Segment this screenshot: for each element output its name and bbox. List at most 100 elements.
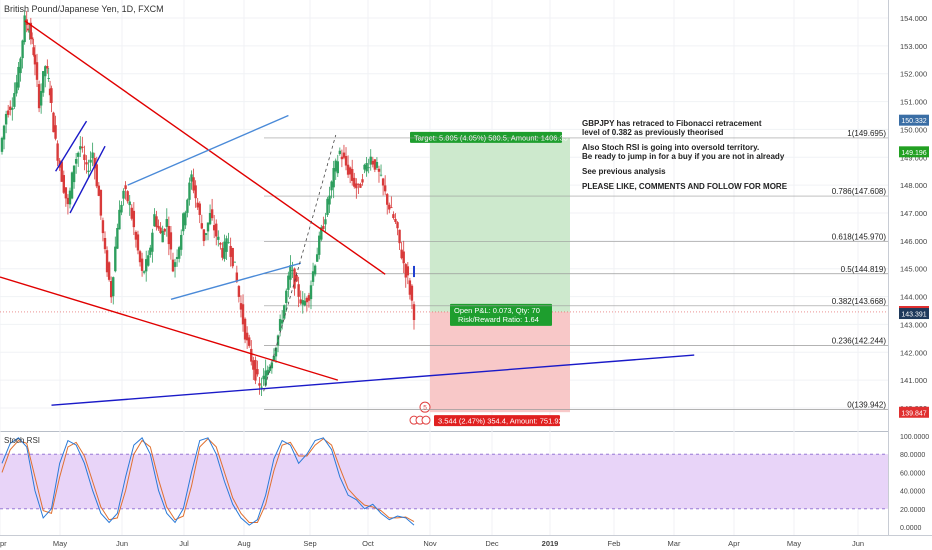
candle-body	[278, 319, 282, 331]
candle-body	[367, 167, 370, 169]
candle-body	[64, 187, 68, 199]
candle-body	[227, 242, 230, 244]
candle-body	[118, 209, 121, 230]
candle-body	[383, 185, 387, 192]
candle-body	[390, 207, 393, 209]
candle-body	[177, 247, 181, 259]
candle-body	[74, 158, 78, 164]
candle-body	[79, 146, 82, 150]
annotation-line: GBPJPY has retraced to Fibonacci retrace…	[582, 119, 762, 128]
price-tick-label: 143.000	[900, 320, 927, 329]
candle-body	[338, 150, 342, 155]
price-badge-label: 139.847	[901, 410, 926, 417]
candle-body	[9, 106, 12, 111]
time-tick-label: Jun	[852, 539, 864, 548]
candle-body	[198, 203, 201, 215]
candle-body	[134, 231, 138, 240]
time-tick-label: Mar	[668, 539, 681, 548]
candle-body	[23, 15, 26, 43]
time-tick-label: Feb	[608, 539, 621, 548]
candle-body	[56, 143, 59, 161]
annotation-line: Also Stoch RSI is going into oversold te…	[582, 143, 759, 152]
candle-body	[408, 280, 412, 295]
risk-reward-label: Risk/Reward Ratio: 1.64	[458, 315, 539, 324]
candle-body	[85, 162, 88, 165]
candle-body	[268, 366, 271, 371]
time-tick-label: Oct	[362, 539, 375, 548]
candle-body	[303, 300, 307, 306]
candle-body	[344, 156, 348, 166]
fib-level-label: 0.618(145.970)	[832, 233, 887, 242]
long-position-tool[interactable]: Target: 5.805 (4.05%) 580.5, Amount: 140…	[0, 131, 888, 427]
time-tick-label: Sep	[303, 539, 316, 548]
candle-body	[66, 197, 70, 205]
candle-body	[72, 165, 76, 183]
loss-zone	[430, 311, 570, 413]
candle-body	[91, 152, 94, 159]
stop-badge-label: 5	[423, 405, 427, 412]
stoch-k-line	[1, 437, 415, 526]
candle-body	[332, 168, 335, 188]
candle-body	[46, 65, 49, 69]
fib-level-label: 0.236(142.244)	[832, 336, 887, 345]
candle-body	[202, 229, 206, 242]
oscillator-band	[0, 454, 888, 509]
candle-body	[167, 225, 171, 245]
candle-body	[324, 219, 327, 225]
candle-body	[151, 232, 154, 252]
trendline[interactable]	[127, 114, 289, 186]
trendline[interactable]	[51, 354, 695, 406]
candle-body	[406, 266, 410, 276]
candle-body	[311, 271, 315, 282]
time-tick-label: Jun	[116, 539, 128, 548]
candle-body	[26, 28, 30, 31]
candle-body	[184, 212, 187, 226]
candle-body	[351, 169, 354, 181]
candle-body	[225, 238, 228, 252]
candle-body	[369, 156, 372, 165]
price-tick-label: 141.000	[900, 376, 927, 385]
candle-body	[315, 254, 319, 262]
trendline[interactable]	[55, 120, 88, 172]
candle-body	[35, 62, 39, 80]
candle-body	[28, 30, 31, 33]
candle-body	[254, 359, 257, 381]
candle-body	[365, 163, 368, 172]
trendline[interactable]	[0, 276, 339, 381]
candle-body	[116, 227, 119, 249]
candle-body	[295, 275, 298, 282]
candle-body	[165, 218, 168, 227]
candle-body	[52, 112, 55, 133]
candle-body	[291, 269, 294, 271]
trendline[interactable]	[69, 145, 106, 214]
candle-body	[149, 247, 152, 255]
osc-tick-label: 20.0000	[900, 507, 925, 514]
candle-body	[342, 152, 346, 158]
candle-body	[44, 66, 47, 77]
order-marker[interactable]	[421, 415, 431, 425]
fibonacci-retracement[interactable]: 1(149.695) 0.786(147.608) 0.618(145.970) 0.…	[264, 129, 888, 410]
current-marker	[413, 265, 415, 278]
candle-body	[13, 93, 16, 107]
candle-body	[145, 259, 148, 272]
time-axis[interactable]: pr May Jun Jul Aug Sep Oct Nov Dec 2019 Feb Mar Apr M…	[0, 539, 864, 548]
profit-zone	[430, 137, 570, 312]
trendline[interactable]	[24, 20, 386, 275]
dashed-trendline[interactable]	[263, 134, 337, 392]
trendline[interactable]	[170, 262, 301, 301]
price-axis[interactable]: 154.000 153.000 152.000 151.000 150.000 149.0…	[899, 14, 929, 418]
candle-body	[375, 162, 379, 168]
candle-body	[136, 234, 140, 251]
candle-body	[394, 218, 397, 222]
candle-body	[262, 375, 265, 380]
candle-body	[309, 285, 313, 300]
annotation-text[interactable]: GBPJPY has retraced to Fibonacci retrace…	[582, 119, 788, 191]
time-tick-label: Apr	[728, 539, 740, 548]
candle-body	[297, 284, 300, 297]
stop-label-box	[434, 415, 560, 427]
stoch-rsi-pane: 100.0000 80.0000 60.0000 40.0000 20.0000 0.00…	[0, 434, 929, 532]
candle-body	[229, 245, 232, 257]
trendlines[interactable]	[0, 20, 695, 406]
candle-body	[81, 146, 84, 148]
candle-body	[4, 113, 8, 125]
